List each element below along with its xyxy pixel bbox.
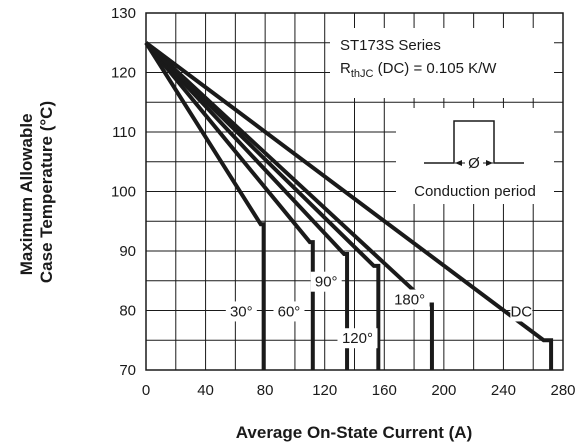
- x-tick-label: 240: [491, 382, 516, 399]
- conduction-label-bg: [398, 180, 552, 200]
- conduction-period-label: Conduction period: [414, 183, 536, 200]
- legend-background: [330, 28, 554, 98]
- curve-label: 90°: [315, 274, 338, 291]
- series-line-90deg: [144, 41, 350, 370]
- y-tick-label: 130: [111, 5, 136, 22]
- curve-label: DC: [510, 303, 532, 320]
- series-line-120deg: [144, 41, 381, 370]
- series-line-180deg: [144, 41, 434, 370]
- phi-label-bg: [465, 154, 483, 170]
- rth-suffix: (DC) = 0.105 K/W: [373, 60, 497, 77]
- rth-prefix: R: [340, 60, 351, 77]
- phi-symbol-label: Ø: [468, 155, 480, 172]
- x-tick-label: 280: [550, 382, 575, 399]
- curve-label-bg: [310, 271, 342, 292]
- plot-frame: [145, 12, 564, 371]
- series-lines: [144, 41, 554, 370]
- x-tick-label: 200: [431, 382, 456, 399]
- curve-label-bg: [225, 301, 257, 322]
- tick-labels: 0 40 80 120 160 200 240 280 70 80 90 100 110 120 130: [111, 5, 576, 399]
- series-line-30deg: [144, 41, 266, 370]
- y-tick-label: 80: [119, 303, 136, 320]
- curve-label: 60°: [278, 303, 301, 320]
- series-name-label: ST173S Series: [340, 37, 441, 54]
- y-tick-label: 100: [111, 184, 136, 201]
- curve-label-bg: [273, 301, 305, 322]
- y-axis-title-line-1: Maximum Allowable: [17, 113, 36, 275]
- x-tick-label: 0: [142, 382, 150, 399]
- x-axis-title: Average On-State Current (A): [236, 423, 472, 442]
- y-tick-label: 90: [119, 243, 136, 260]
- y-tick-label: 110: [112, 124, 136, 141]
- y-axis-title-line-2: Case Temperature (°C): [37, 101, 56, 283]
- x-tick-label: 160: [372, 382, 397, 399]
- curve-label-bg: [510, 301, 533, 322]
- rth-subscript: thJC: [351, 68, 374, 80]
- thermal-resistance-label: RthJC (DC) = 0.105 K/W: [340, 60, 497, 80]
- y-tick-label: 120: [111, 65, 136, 82]
- y-axis-title: Maximum Allowable Case Temperature (°C): [17, 101, 56, 283]
- curve-label: 120°: [342, 330, 373, 347]
- curve-label: 180°: [394, 292, 425, 309]
- series-line-dc: [144, 41, 554, 370]
- x-tick-label: 40: [197, 382, 214, 399]
- x-tick-label: 80: [257, 382, 274, 399]
- series-line-60deg: [144, 41, 315, 370]
- curve-labels: 30° 60° 90° 120° 180° DC: [225, 271, 533, 349]
- curve-label-bg: [389, 289, 430, 310]
- x-tick-label: 120: [312, 382, 337, 399]
- curve-label-bg: [337, 328, 378, 349]
- y-tick-label: 70: [119, 362, 136, 379]
- curve-label: 30°: [230, 303, 253, 320]
